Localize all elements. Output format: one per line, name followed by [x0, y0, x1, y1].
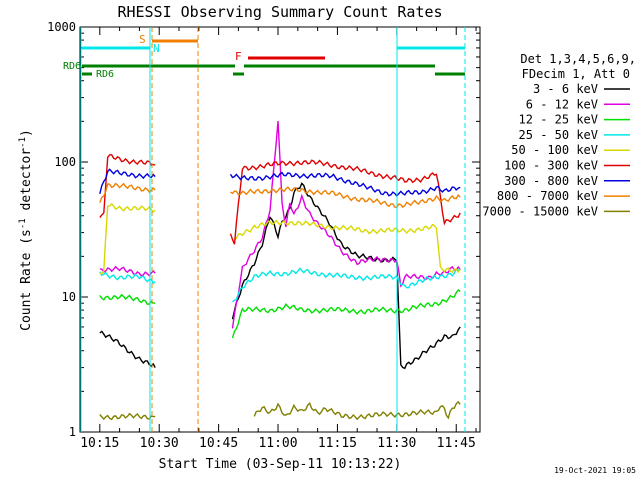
y-axis: 1 10 100 1000: [47, 20, 480, 439]
x-axis: 10:15 10:30 10:45 11:00 11:15 11:30 11:45: [79, 27, 477, 451]
x-tick-label: 10:15: [80, 436, 119, 451]
series-line: [232, 267, 461, 303]
x-tick-label: 11:00: [258, 436, 297, 451]
series-12-25keV: [99, 289, 461, 339]
series-100-300keV: [99, 154, 461, 245]
y-tick-label: 1000: [47, 20, 76, 34]
legend-entry-label: 3 - 6 keV: [533, 82, 598, 96]
legend-entry-label: 300 - 800 keV: [504, 174, 598, 188]
series-line: [99, 265, 156, 278]
series-line: [99, 202, 156, 275]
x-tick-label: 11:30: [377, 436, 416, 451]
legend-entry-label: 800 - 7000 keV: [497, 189, 598, 203]
y-tick-label: 100: [54, 155, 76, 169]
series-line: [229, 159, 461, 245]
series-50-100keV: [99, 202, 461, 275]
flag-label-rd6-a: RD6: [63, 61, 81, 72]
x-tick-label: 10:45: [199, 436, 238, 451]
timestamp: 19-Oct-2021 19:05: [554, 466, 636, 475]
series-line: [230, 186, 461, 209]
series-line: [231, 182, 461, 370]
legend-entry-label: 50 - 100 keV: [511, 143, 598, 157]
legend: Det 1,3,4,5,6,9, FDecim 1, Att 0 3 - 6 k…: [482, 52, 636, 218]
series-line: [99, 182, 156, 203]
series-line: [99, 330, 156, 368]
series-line: [231, 289, 461, 339]
period-markers: [80, 27, 466, 432]
y-axis-label-part2: detector: [19, 148, 34, 219]
legend-header-2: FDecim 1, Att 0: [522, 67, 630, 81]
series-line: [231, 120, 461, 329]
x-tick-label: 11:45: [437, 436, 476, 451]
flags: S N F RD6 RD6: [63, 33, 465, 80]
legend-entry-label: 100 - 300 keV: [504, 159, 598, 173]
series-800-7000keV: [99, 182, 461, 209]
y-tick-label: 10: [62, 290, 76, 304]
series-7000-15000keV: [99, 400, 461, 421]
series-300-800keV: [99, 168, 461, 198]
flag-label-night: N: [153, 42, 160, 55]
series-line: [229, 171, 461, 198]
series-25-50keV: [99, 267, 461, 303]
y-axis-label-part3: ): [19, 129, 34, 137]
series-3-6keV: [99, 182, 461, 370]
series-6-12keV: [99, 120, 461, 329]
y-axis-label-sup1: -1: [18, 218, 28, 229]
legend-header-1: Det 1,3,4,5,6,9,: [520, 52, 636, 66]
series-line: [99, 154, 156, 219]
series-line: [253, 400, 461, 421]
legend-entry-label: 25 - 50 keV: [519, 128, 598, 142]
flag-label-rd6-b: RD6: [96, 69, 114, 80]
series-line: [99, 412, 156, 421]
flag-label-flare: F: [235, 50, 242, 63]
x-tick-label: 10:30: [140, 436, 179, 451]
series-line: [99, 271, 156, 285]
legend-entry-label: 6 - 12 keV: [526, 97, 598, 111]
chart-title: RHESSI Observing Summary Count Rates: [117, 3, 442, 21]
y-tick-label: 1: [69, 425, 76, 439]
y-axis-label-part1: Count Rate (s: [19, 229, 34, 331]
series-line: [99, 293, 156, 305]
series-line: [234, 219, 461, 274]
legend-entry-label: 7000 - 15000 keV: [482, 204, 598, 218]
x-tick-label: 11:15: [318, 436, 357, 451]
x-axis-label: Start Time (03-Sep-11 10:13:22): [159, 457, 402, 472]
series-line: [99, 168, 156, 194]
y-axis-label-sup2: -1: [18, 137, 28, 148]
y-axis-label: Count Rate (s-1 detector-1): [18, 129, 34, 331]
plot-area: [99, 120, 461, 421]
flag-label-saa: S: [139, 33, 146, 46]
legend-entry-label: 12 - 25 keV: [519, 113, 598, 127]
plot-frame: [79, 26, 481, 433]
